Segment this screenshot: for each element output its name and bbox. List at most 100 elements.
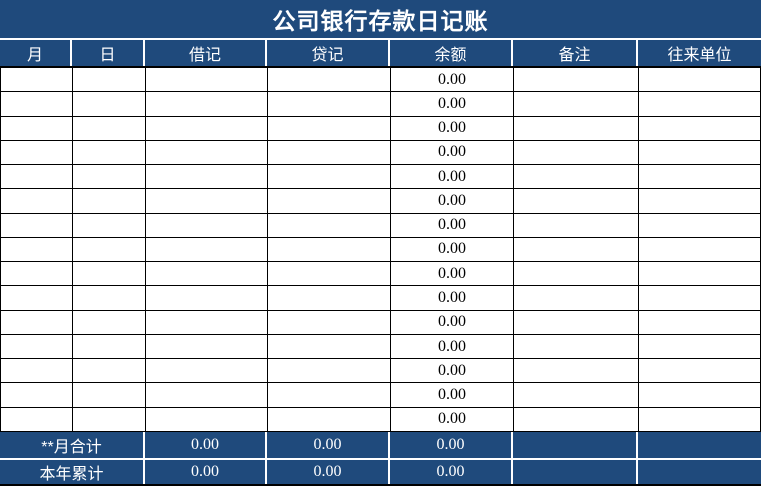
credit-cell[interactable] <box>268 359 391 383</box>
column-header-remark[interactable]: 备注 <box>513 40 638 66</box>
year-total-remark-cell[interactable] <box>513 460 638 484</box>
balance-cell[interactable]: 0.00 <box>391 359 514 383</box>
year-total-debit-cell[interactable]: 0.00 <box>145 460 267 484</box>
day-cell[interactable] <box>73 116 146 140</box>
month-total-remark-cell[interactable] <box>513 432 638 458</box>
remark-cell[interactable] <box>514 334 639 359</box>
remark-cell[interactable] <box>514 310 639 334</box>
balance-cell[interactable]: 0.00 <box>391 140 514 165</box>
month-cell[interactable] <box>1 237 73 262</box>
credit-cell[interactable] <box>268 334 391 359</box>
credit-cell[interactable] <box>268 262 391 286</box>
counterparty-cell[interactable] <box>639 165 761 189</box>
day-cell[interactable] <box>73 359 146 383</box>
counterparty-cell[interactable] <box>639 92 761 116</box>
month-total-label-cell[interactable]: **月合计 <box>0 432 145 458</box>
month-total-credit-cell[interactable]: 0.00 <box>267 432 390 458</box>
credit-cell[interactable] <box>268 189 391 213</box>
month-cell[interactable] <box>1 310 73 334</box>
day-cell[interactable] <box>73 383 146 407</box>
year-total-counterparty-cell[interactable] <box>638 460 761 484</box>
credit-cell[interactable] <box>268 116 391 140</box>
day-cell[interactable] <box>73 92 146 116</box>
balance-cell[interactable]: 0.00 <box>391 334 514 359</box>
debit-cell[interactable] <box>146 140 268 165</box>
column-header-credit[interactable]: 贷记 <box>267 40 390 66</box>
credit-cell[interactable] <box>268 407 391 431</box>
debit-cell[interactable] <box>146 213 268 237</box>
counterparty-cell[interactable] <box>639 359 761 383</box>
debit-cell[interactable] <box>146 92 268 116</box>
counterparty-cell[interactable] <box>639 383 761 407</box>
day-cell[interactable] <box>73 165 146 189</box>
credit-cell[interactable] <box>268 92 391 116</box>
balance-cell[interactable]: 0.00 <box>391 189 514 213</box>
month-cell[interactable] <box>1 213 73 237</box>
credit-cell[interactable] <box>268 237 391 262</box>
balance-cell[interactable]: 0.00 <box>391 92 514 116</box>
month-cell[interactable] <box>1 334 73 359</box>
counterparty-cell[interactable] <box>639 213 761 237</box>
column-header-counterparty[interactable]: 往来单位 <box>667 47 732 64</box>
month-cell[interactable] <box>1 359 73 383</box>
counterparty-cell[interactable] <box>639 334 761 359</box>
day-cell[interactable] <box>73 68 146 92</box>
day-cell[interactable] <box>73 140 146 165</box>
remark-cell[interactable] <box>514 189 639 213</box>
balance-cell[interactable]: 0.00 <box>391 68 514 92</box>
remark-cell[interactable] <box>514 286 639 310</box>
debit-cell[interactable] <box>146 407 268 431</box>
debit-cell[interactable] <box>146 262 268 286</box>
remark-cell[interactable] <box>514 68 639 92</box>
month-total-balance-cell[interactable]: 0.00 <box>390 432 513 458</box>
counterparty-cell[interactable] <box>639 237 761 262</box>
month-cell[interactable] <box>1 407 73 431</box>
credit-cell[interactable] <box>268 310 391 334</box>
remark-cell[interactable] <box>514 213 639 237</box>
balance-cell[interactable]: 0.00 <box>391 383 514 407</box>
column-header-month[interactable]: 月 <box>0 40 72 66</box>
month-cell[interactable] <box>1 165 73 189</box>
balance-cell[interactable]: 0.00 <box>391 262 514 286</box>
month-cell[interactable] <box>1 189 73 213</box>
month-cell[interactable] <box>1 383 73 407</box>
counterparty-cell[interactable] <box>639 116 761 140</box>
debit-cell[interactable] <box>146 116 268 140</box>
day-cell[interactable] <box>73 213 146 237</box>
credit-cell[interactable] <box>268 68 391 92</box>
balance-cell[interactable]: 0.00 <box>391 407 514 431</box>
credit-cell[interactable] <box>268 383 391 407</box>
balance-cell[interactable]: 0.00 <box>391 116 514 140</box>
remark-cell[interactable] <box>514 237 639 262</box>
debit-cell[interactable] <box>146 334 268 359</box>
balance-cell[interactable]: 0.00 <box>391 165 514 189</box>
year-total-credit-cell[interactable]: 0.00 <box>267 460 390 484</box>
month-cell[interactable] <box>1 286 73 310</box>
credit-cell[interactable] <box>268 140 391 165</box>
balance-cell[interactable]: 0.00 <box>391 286 514 310</box>
counterparty-cell[interactable] <box>639 286 761 310</box>
debit-cell[interactable] <box>146 237 268 262</box>
month-cell[interactable] <box>1 140 73 165</box>
day-cell[interactable] <box>73 310 146 334</box>
debit-cell[interactable] <box>146 383 268 407</box>
debit-cell[interactable] <box>146 189 268 213</box>
day-cell[interactable] <box>73 407 146 431</box>
month-cell[interactable] <box>1 92 73 116</box>
remark-cell[interactable] <box>514 140 639 165</box>
balance-cell[interactable]: 0.00 <box>391 310 514 334</box>
debit-cell[interactable] <box>146 165 268 189</box>
counterparty-cell[interactable] <box>639 68 761 92</box>
debit-cell[interactable] <box>146 286 268 310</box>
credit-cell[interactable] <box>268 213 391 237</box>
counterparty-cell[interactable] <box>639 407 761 431</box>
balance-cell[interactable]: 0.00 <box>391 237 514 262</box>
balance-cell[interactable]: 0.00 <box>391 213 514 237</box>
remark-cell[interactable] <box>514 262 639 286</box>
debit-cell[interactable] <box>146 310 268 334</box>
column-header-balance[interactable]: 余额 <box>390 40 513 66</box>
debit-cell[interactable] <box>146 359 268 383</box>
remark-cell[interactable] <box>514 383 639 407</box>
debit-cell[interactable] <box>146 68 268 92</box>
month-cell[interactable] <box>1 68 73 92</box>
